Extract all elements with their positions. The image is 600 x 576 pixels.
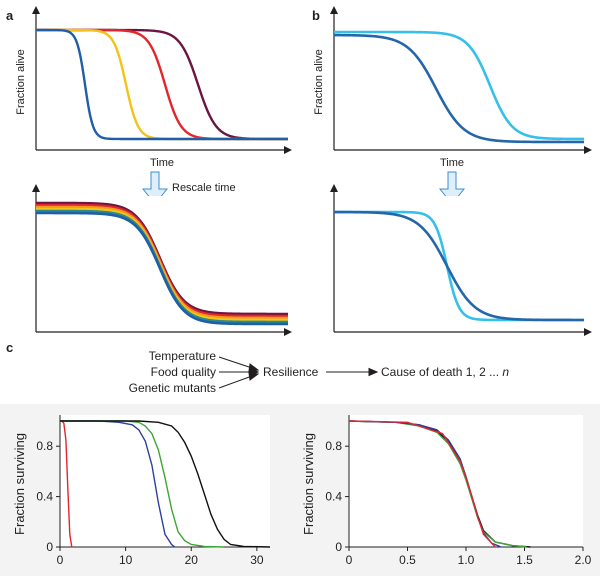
panel-b-xlabel: Time	[440, 157, 464, 169]
flow-cause-of-death-n: n	[502, 365, 509, 379]
panel-a-xlabel: Time	[150, 157, 174, 169]
flow-arrow-to-cause	[326, 367, 379, 377]
panel-a-rescaled-y-arrowhead	[32, 184, 40, 192]
flow-converging-arrows	[218, 356, 260, 389]
chart2-ytick-label: 0.4	[325, 490, 342, 504]
chart1-ylabel: Fraction surviving	[12, 433, 27, 535]
flow-cause-of-death: Cause of death 1, 2 ... n	[381, 365, 509, 379]
chart2-ylabel: Fraction surviving	[301, 433, 316, 535]
flow-input-temperature: Temperature	[149, 349, 217, 363]
chart1-xtick-label: 30	[250, 553, 264, 567]
chart2-xtick-label: 1.0	[458, 553, 475, 567]
panel-b-rescaled-y-arrowhead	[330, 184, 338, 192]
flow-input-food-quality: Food quality	[151, 365, 216, 379]
panel-a-plot-area	[36, 18, 290, 148]
panel-b-y-arrowhead	[330, 6, 338, 14]
panel-b-curve-lightblue	[334, 30, 584, 141]
panel-b-plot-area	[334, 18, 588, 148]
rescale-time-label: Rescale time	[172, 182, 236, 194]
panel-a-y-arrowhead	[32, 6, 40, 14]
panel-a-curve-darkblue	[36, 28, 288, 141]
chart1-ytick-label: 0	[46, 540, 53, 554]
chart2-xtick-label: 1.5	[516, 553, 533, 567]
rescaled-b-curve-darkblue	[333, 210, 584, 322]
panel-a-letter: a	[6, 8, 14, 23]
flow-cause-of-death-prefix: Cause of death 1, 2 ...	[381, 365, 502, 379]
chart2-ytick-label: 0	[335, 540, 342, 554]
panel-b-rescaled-x-arrowhead	[584, 328, 592, 336]
flow-input-genetic-mutants: Genetic mutants	[129, 381, 216, 395]
chart2-series-red	[348, 420, 496, 548]
chart1-series-black	[60, 420, 271, 548]
panel-a-ylabel: Fraction alive	[15, 49, 27, 114]
chart1-ytick-label: 0.4	[36, 490, 53, 504]
chart2-xtick-label: 0.5	[399, 553, 416, 567]
panel-b-ylabel: Fraction alive	[313, 49, 325, 114]
rescaled-curve-blue	[36, 211, 288, 326]
survival-chart-absolute: 0 0.4 0.8 0 10 20 30 Fraction surviving	[12, 415, 271, 567]
chart1-xtick-label: 20	[185, 553, 199, 567]
panel-c-letter: c	[6, 340, 13, 355]
survival-chart-rescaled: 0 0.4 0.8 0 0.5 1.0 1.5 2.0 Fraction surviving	[301, 415, 592, 567]
panel-b-letter: b	[312, 8, 320, 23]
chart2-xtick-label: 0	[346, 553, 353, 567]
chart1-xtick-label: 0	[57, 553, 64, 567]
panel-a-rescaled-x-arrowhead	[284, 328, 292, 336]
chart2-xtick-label: 2.0	[575, 553, 592, 567]
panel-b-curve-darkblue	[333, 33, 584, 144]
chart1-series-blue	[60, 420, 176, 548]
panel-b-x-arrowhead	[584, 146, 592, 154]
panel-b-rescaled-plot-area	[334, 196, 588, 330]
flow-resilience: Resilience	[263, 365, 319, 379]
chart1-series-green	[60, 420, 225, 548]
panel-a-x-arrowhead	[284, 146, 292, 154]
chart1-ytick-label: 0.8	[36, 439, 53, 453]
chart1-xtick-label: 10	[119, 553, 133, 567]
chart2-ytick-label: 0.8	[325, 439, 342, 453]
